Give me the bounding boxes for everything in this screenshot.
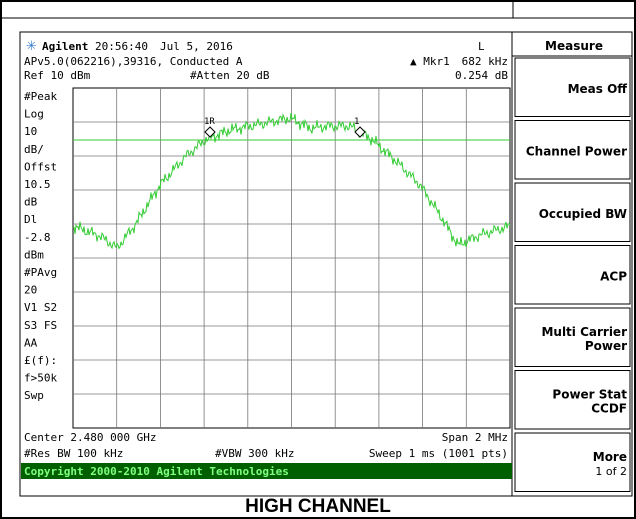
sweep: Sweep 1 ms (1001 pts) (369, 447, 508, 460)
softkey-label: ACP (600, 270, 627, 284)
softkey[interactable] (514, 432, 631, 492)
side-label: dB (24, 196, 38, 209)
softkey-label: Multi Carrier (541, 325, 627, 339)
side-label: 10 (24, 125, 37, 138)
softkey[interactable] (514, 57, 631, 117)
rbw: #Res BW 100 kHz (24, 447, 123, 460)
marker-freq: 682 kHz (462, 55, 508, 68)
side-label: £(f): (24, 354, 57, 367)
copyright-bar (21, 463, 512, 479)
marker-value: 0.254 dB (455, 69, 508, 82)
softkey-label: Meas Off (568, 82, 628, 96)
marker (204, 126, 216, 138)
graticule (72, 87, 511, 429)
trace (72, 112, 511, 250)
softkey-label: More (593, 450, 627, 464)
side-label: -2.8 (24, 231, 51, 244)
time: 20:56:40 (95, 40, 148, 53)
side-label: V1 S2 (24, 301, 57, 314)
marker-label: 1 (354, 117, 359, 127)
softkey[interactable] (514, 182, 631, 242)
side-label: Swp (24, 389, 44, 402)
softkey-label: CCDF (591, 402, 627, 416)
side-label: #Peak (24, 90, 57, 103)
logo: ✳ (26, 39, 37, 54)
center-freq: Center 2.480 000 GHz (24, 431, 156, 444)
status-line: APv5.0(062216),39316, Conducted A (24, 55, 243, 68)
softkey-label: Power (585, 339, 627, 353)
softkey-label: Power Stat (552, 388, 627, 402)
span: Span 2 MHz (442, 431, 508, 444)
softkey-label: Channel Power (526, 145, 627, 159)
attenuation: #Atten 20 dB (190, 69, 270, 82)
softkey-title: Measure (545, 39, 603, 53)
ref-level: Ref 10 dBm (24, 69, 91, 82)
side-label: S3 FS (24, 319, 57, 332)
softkey[interactable] (514, 307, 631, 367)
side-label: Offst (24, 160, 57, 173)
marker-label: 1R (204, 117, 215, 127)
softkey[interactable] (514, 120, 631, 180)
softkey[interactable] (514, 370, 631, 430)
side-label: 20 (24, 284, 37, 297)
softkey[interactable] (514, 245, 631, 305)
vbw: #VBW 300 kHz (215, 447, 294, 460)
side-label: dBm (24, 248, 44, 261)
side-label: dB/ (24, 143, 44, 156)
marker (354, 126, 366, 138)
caption: HIGH CHANNEL (245, 496, 391, 517)
side-label: AA (24, 336, 38, 349)
softkey-label: Occupied BW (539, 207, 627, 221)
date: Jul 5, 2016 (160, 40, 233, 53)
softkey-label: 1 of 2 (595, 465, 627, 478)
side-label: Log (24, 108, 44, 121)
copyright: Copyright 2000-2010 Agilent Technologies (24, 465, 289, 478)
mode: L (478, 40, 485, 53)
side-label: 10.5 (24, 178, 51, 191)
brand: Agilent (42, 40, 88, 53)
side-label: f>50k (24, 372, 57, 385)
marker-label: ▲ Mkr1 (410, 55, 450, 68)
side-label: Dl (24, 213, 37, 226)
side-label: #PAvg (24, 266, 57, 279)
